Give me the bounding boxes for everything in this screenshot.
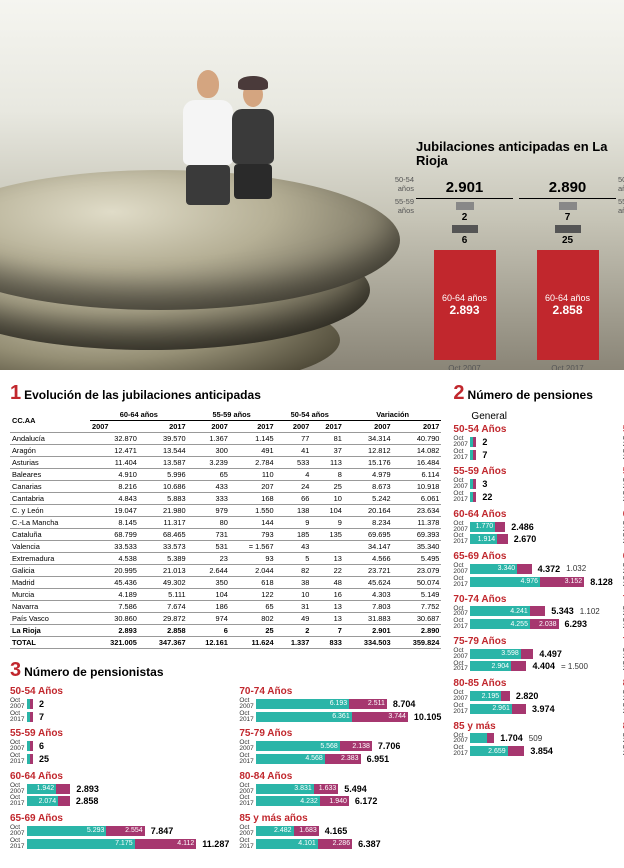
bar-row: Oct20075.5682.1387.706 [239, 740, 441, 752]
bar-row: Oct20172.9044.404= 1.500 [453, 661, 612, 673]
table-row: La Rioja2.8932.858625272.9012.890 [10, 625, 441, 637]
table-row: TOTAL321.005347.36712.16111.6241.3378333… [10, 637, 441, 649]
bar-row: Oct20177 [10, 711, 229, 723]
bar-row: Oct20172.6593.854 [453, 745, 612, 757]
bar-row: Oct20177.1754.11211.287 [10, 838, 229, 850]
table-row: Baleares4.9105.99665110484.9796.114 [10, 469, 441, 481]
bar-group: 60-64 Años Oct20071.7702.486 Oct20171.91… [453, 509, 612, 545]
bar-group: 55-59 Años Oct20076 Oct201725 [10, 728, 229, 764]
bar-group: 75-79 Años Oct20073.5984.497 Oct20172.90… [453, 636, 612, 672]
bar-row: Oct20072 [453, 436, 612, 448]
bar-row: Oct20074.2415.3431.102 [453, 606, 612, 618]
table-row: Canarias8.21610.68643320724258.67310.918 [10, 481, 441, 493]
bar-group: 85 y más años Oct20072.4821.6834.165 Oct… [239, 813, 441, 849]
tr-total: 2.901 [416, 179, 513, 199]
bar-row: Oct20071.704509 [453, 733, 612, 745]
section-1-title: 1Evolución de las jubilaciones anticipad… [10, 382, 441, 405]
bar-row: Oct20172.9613.974 [453, 703, 612, 715]
section-2-title: 2Número de pensiones [453, 382, 624, 405]
table-row: C. y León19.04721.9809791.55013810420.16… [10, 505, 441, 517]
table-row: Cataluña68.79968.46573179318513569.69569… [10, 529, 441, 541]
section-1: 1Evolución de las jubilaciones anticipad… [10, 376, 441, 856]
bar-group: 80-84 Años Oct20073.8311.6335.494 Oct201… [239, 771, 441, 807]
bar-group: 55-59 Años Oct20073 Oct201722 [453, 466, 612, 502]
early-retirement-panel: Jubilaciones anticipadas en La Rioja 2.9… [416, 140, 616, 370]
bar-group: 60-64 Años Oct20071.9422.893 Oct20172.07… [10, 771, 229, 807]
bar-row: Oct20076 [10, 740, 229, 752]
bar-group: 70-74 Años Oct20076.1932.5118.704 Oct201… [239, 686, 441, 722]
bar-row: Oct20076.1932.5118.704 [239, 698, 441, 710]
bar-row: Oct20073 [453, 478, 612, 490]
hero-illustration: Jubilaciones anticipadas en La Rioja 2.9… [0, 0, 624, 370]
bar-group: 70-74 Años Oct20074.2415.3431.102 Oct201… [453, 594, 612, 630]
tr-col-Oct 2017: 2.890 50-54 años 7 55-59 años 25 60-64 a… [519, 179, 616, 370]
bar-row: Oct20172.0742.858 [10, 795, 229, 807]
bar-row: Oct201725 [10, 753, 229, 765]
bar-row: Oct20174.9763.1528.128 [453, 576, 612, 588]
tr-col-Oct 2007: 2.901 50-54 años 2 55-59 años 6 60-64 añ… [416, 179, 513, 370]
pensions-bars: 50-54 Años Oct20072 Oct20177 55-59 Años … [453, 424, 624, 763]
table-row: Valencia33.53333.573531= 1.5674334.14735… [10, 541, 441, 553]
panel-title: Jubilaciones anticipadas en La Rioja [416, 140, 616, 169]
table-row: Extremadura4.5385.38923935134.5665.495 [10, 553, 441, 565]
section-3-title: 3Número de pensionistas [10, 659, 441, 682]
table-row: Andalucía32.87039.5701.3671.145778134.31… [10, 433, 441, 445]
bar-row: Oct20071.7702.486 [453, 521, 612, 533]
bar-row: Oct20176.3613.74410.105 [239, 711, 441, 723]
table-row: Cantabria4.8435.88333316866105.2426.061 [10, 493, 441, 505]
tr-total: 2.890 [519, 179, 616, 199]
subhead-autonomos: Autónomos [606, 411, 624, 422]
bar-row: Oct201722 [453, 491, 612, 503]
bar-group: 50-54 Años Oct20072 Oct20177 [10, 686, 229, 722]
bar-group: 80-85 Años Oct20072.1952.820 Oct20172.96… [453, 678, 612, 714]
table-row: Madrid45.43649.302350618384845.62450.074 [10, 577, 441, 589]
bar-row: Oct20072.4821.6834.165 [239, 825, 441, 837]
pensioners-bars: 50-54 Años Oct20072 Oct20177 55-59 Años … [10, 686, 441, 856]
bar-group: 85 y más Oct20071.704509 Oct20172.6593.8… [453, 721, 612, 757]
subhead-general: General [453, 411, 596, 422]
elderly-figures [180, 50, 300, 230]
table-row: C.-La Mancha8.14511.31780144998.23411.37… [10, 517, 441, 529]
table-row: Aragón12.47113.544300491413712.81214.082 [10, 445, 441, 457]
bar-row: Oct20071.9422.893 [10, 783, 229, 795]
bar-group: 75-79 Años Oct20075.5682.1387.706 Oct201… [239, 728, 441, 764]
bar-row: Oct20073.8311.6335.494 [239, 783, 441, 795]
section-2: 2Número de pensiones General Autónomos 5… [453, 376, 624, 856]
bar-row: Oct20072 [10, 698, 229, 710]
bar-row: Oct20177 [453, 449, 612, 461]
bar-row: Oct20072.1952.820 [453, 690, 612, 702]
table-row: Murcia4.1895.11110412210164.3035.149 [10, 589, 441, 601]
bar-group: 50-54 Años Oct20072 Oct20177 [453, 424, 612, 460]
bar-row: Oct20174.1012.2866.387 [239, 838, 441, 850]
evolution-table: CC.AA 60-64 años 55-59 años 50-54 años V… [10, 409, 441, 649]
table-row: País Vasco30.86029.872974802491331.88330… [10, 613, 441, 625]
table-row: Navarra7.5867.6741866531137.8037.752 [10, 601, 441, 613]
table-row: Galicia20.99521.0132.6442.044822223.7212… [10, 565, 441, 577]
bar-row: Oct20171.9142.670 [453, 533, 612, 545]
bar-row: Oct20174.5682.3836.951 [239, 753, 441, 765]
bar-row: Oct20174.2552.0386.293 [453, 618, 612, 630]
bar-row: Oct20073.3404.3721.032 [453, 563, 612, 575]
bar-group: 65-69 Años Oct20073.3404.3721.032 Oct201… [453, 551, 612, 587]
bar-group: 65-69 Años Oct20075.2932.5547.847 Oct201… [10, 813, 229, 849]
bar-row: Oct20174.2321.9406.172 [239, 795, 441, 807]
table-row: Asturias11.40413.5873.2392.78453311315.1… [10, 457, 441, 469]
bar-row: Oct20073.5984.497 [453, 648, 612, 660]
bar-row: Oct20075.2932.5547.847 [10, 825, 229, 837]
